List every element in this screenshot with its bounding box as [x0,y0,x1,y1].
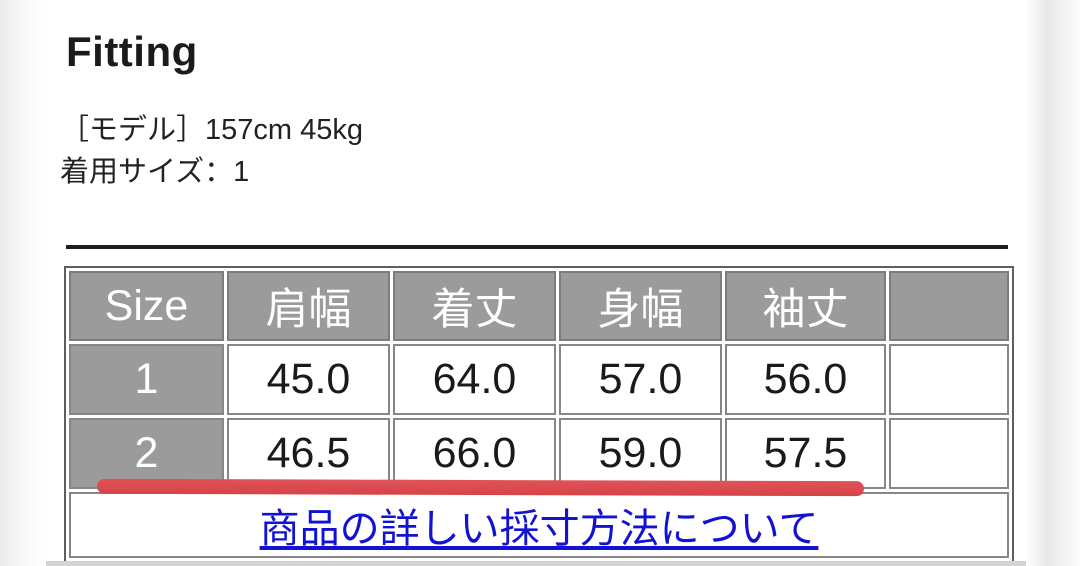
measurement-cell: 66.0 [393,418,556,489]
size-chart-table: Size 肩幅 着丈 身幅 袖丈 1 45.0 64.0 57.0 56.0 2… [64,266,1014,563]
table-row-size-1: 1 45.0 64.0 57.0 56.0 [69,344,1009,415]
wearing-size-text: 着用サイズ：1 [60,156,250,188]
section-divider [66,245,1008,249]
measurement-cell: 56.0 [725,344,886,415]
measurement-cell: 46.5 [227,418,390,489]
next-section-cutoff [0,561,1080,566]
measurement-cell: 45.0 [227,344,390,415]
size-label-cell: 1 [69,344,224,415]
column-header-sleeve-length: 袖丈 [725,271,886,341]
measurement-link-row: 商品の詳しい採寸方法について [69,492,1009,558]
measurement-cell: 64.0 [393,344,556,415]
measurement-cell: 59.0 [559,418,722,489]
red-underline-annotation [96,478,865,497]
page-edge-shadow-right [1026,0,1080,566]
empty-cell [889,344,1009,415]
column-header-body-length: 着丈 [393,271,556,341]
measurement-method-link[interactable]: 商品の詳しい採寸方法について [259,507,819,551]
model-info-text: ［モデル］157cm 45kg [60,114,363,146]
measurement-cell: 57.0 [559,344,722,415]
column-header-size: Size [69,271,224,341]
size-table-header-row: Size 肩幅 着丈 身幅 袖丈 [69,271,1009,341]
column-header-body-width: 身幅 [559,271,722,341]
page-edge-shadow-left [0,0,46,566]
measurement-link-cell: 商品の詳しい採寸方法について [69,492,1009,558]
section-title: Fitting [66,28,198,75]
empty-cell [889,418,1009,489]
size-label-cell: 2 [69,418,224,489]
table-row-size-2: 2 46.5 66.0 59.0 57.5 [69,418,1009,489]
column-header-empty [889,271,1009,341]
measurement-cell: 57.5 [725,418,886,489]
column-header-shoulder-width: 肩幅 [227,271,390,341]
